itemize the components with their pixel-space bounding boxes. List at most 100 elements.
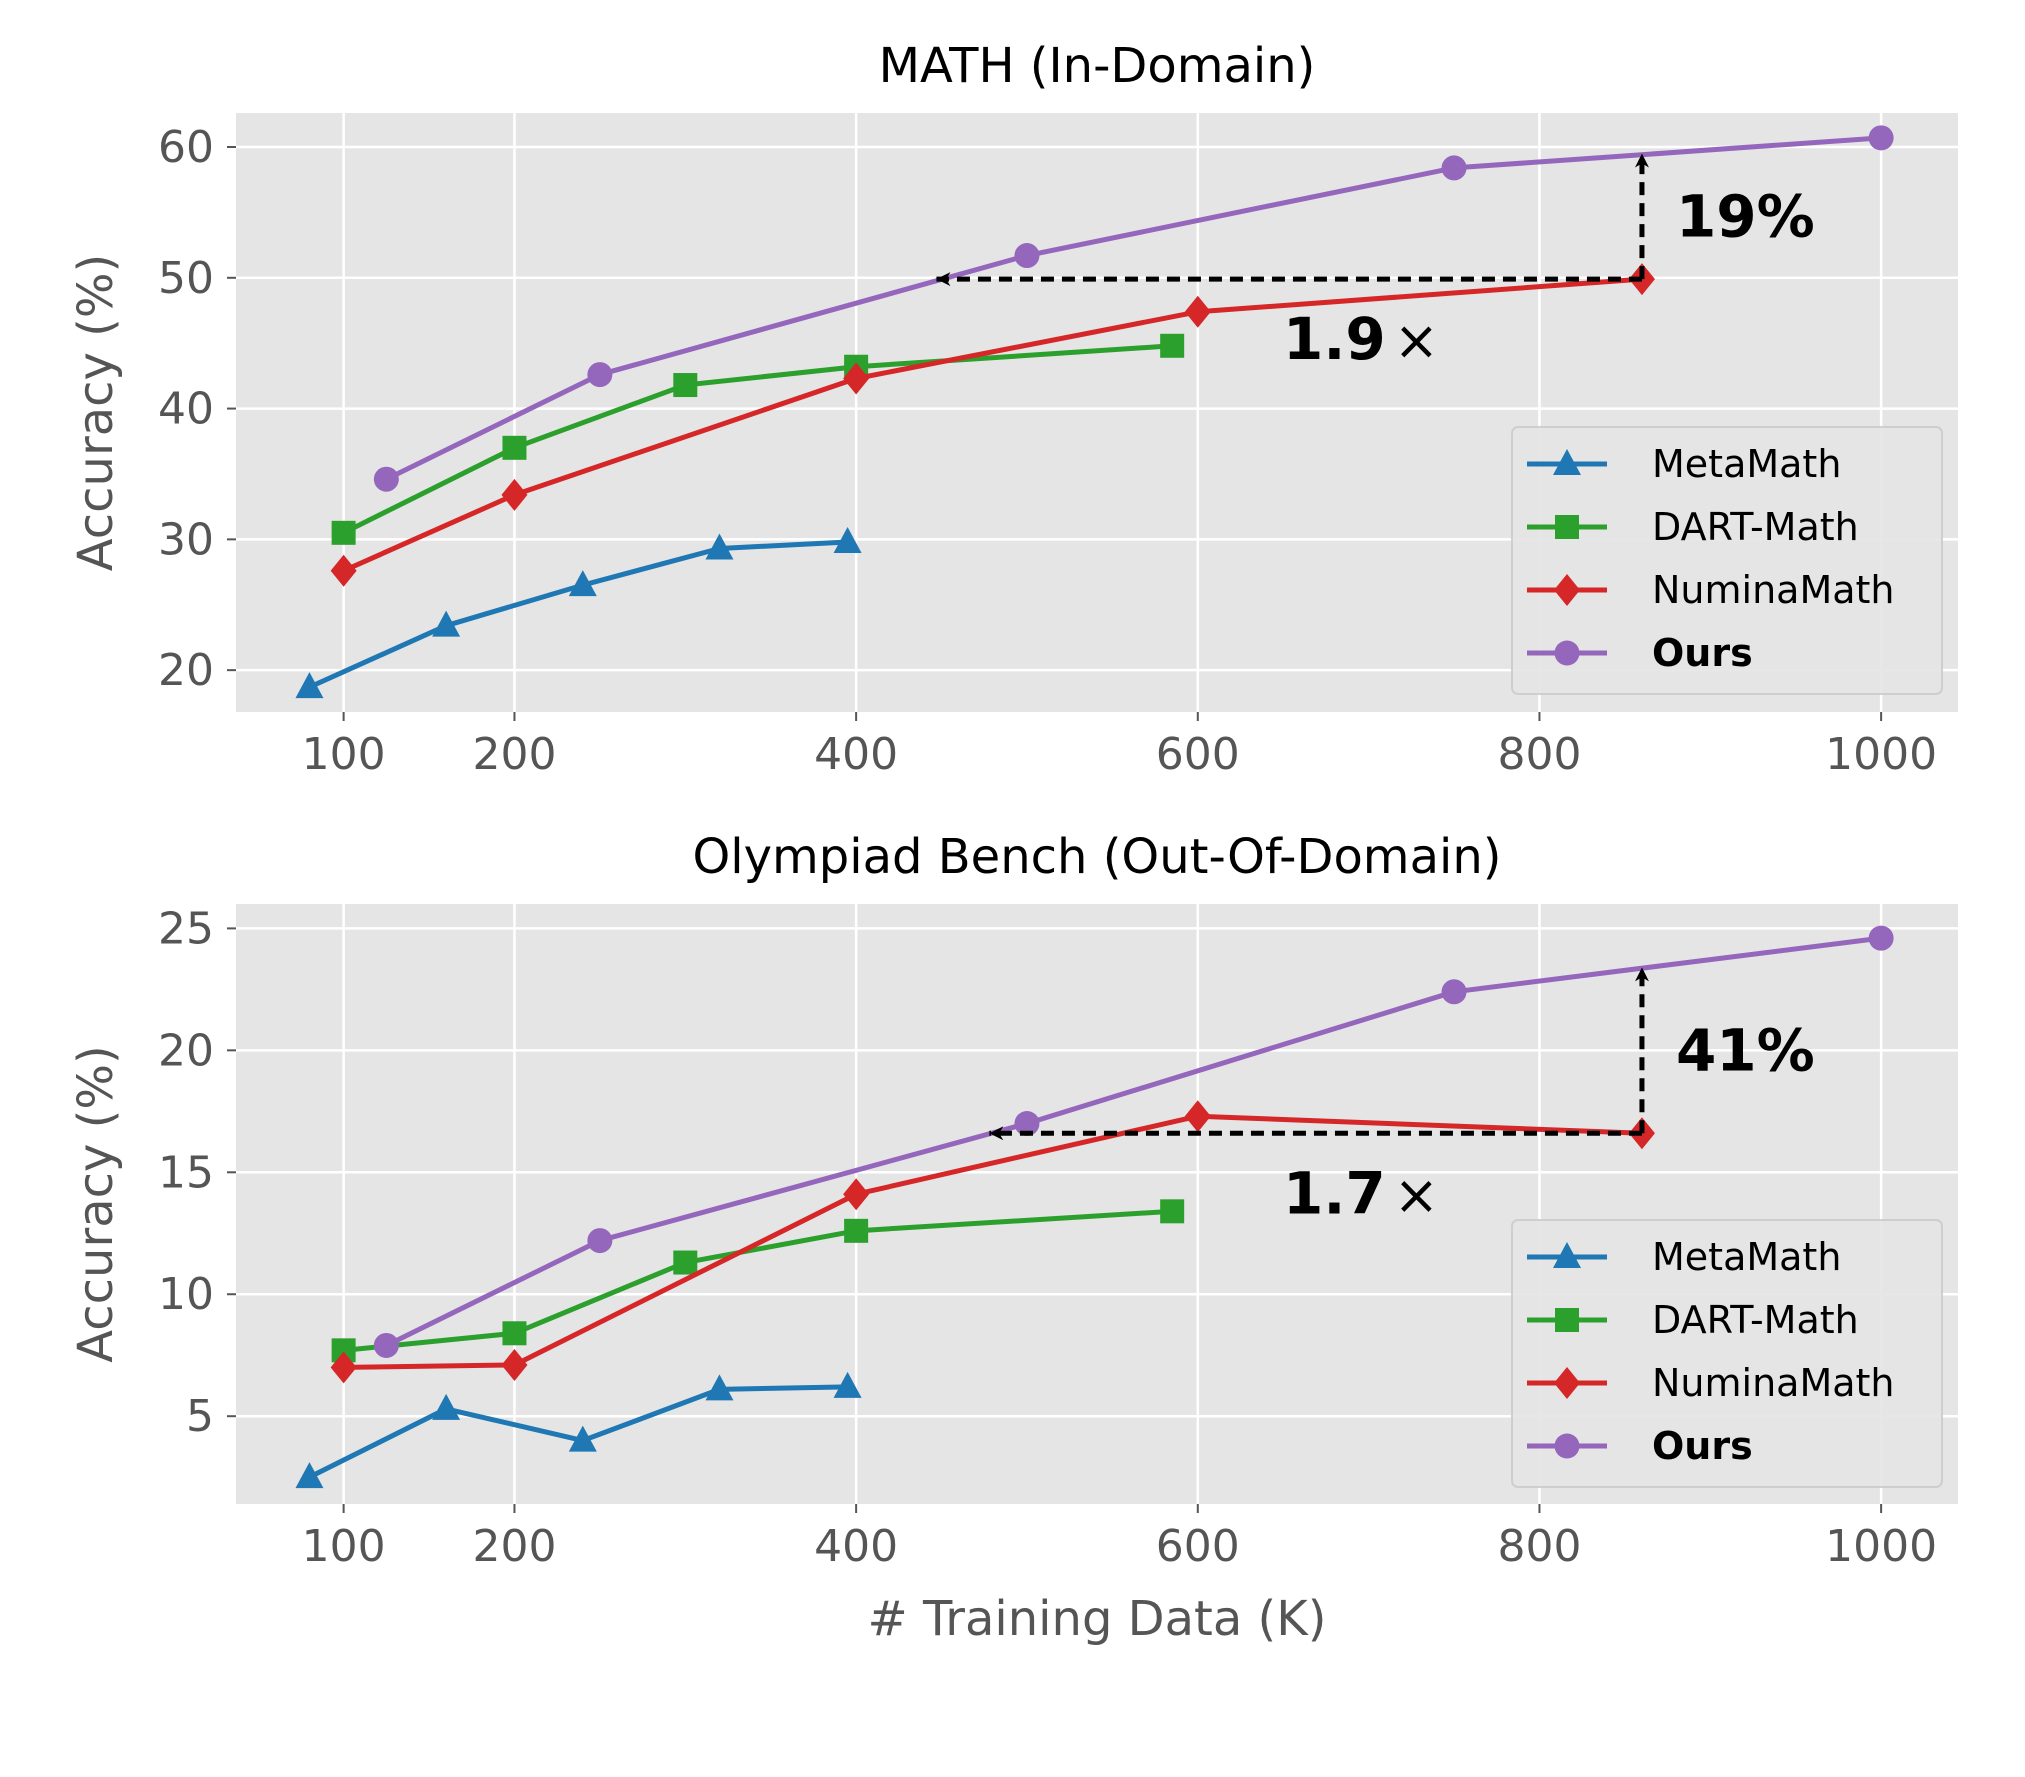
data-point <box>844 1218 869 1243</box>
data-point <box>502 435 527 460</box>
data-point <box>373 1332 399 1358</box>
x-tick-label: 600 <box>1156 1521 1240 1572</box>
series-metamath <box>295 1371 862 1489</box>
legend-marker <box>1553 1242 1581 1268</box>
data-point <box>432 610 461 637</box>
data-point <box>1184 1100 1211 1133</box>
legend-entry: MetaMath <box>1527 1235 1841 1279</box>
legend-marker <box>1555 515 1579 539</box>
times-symbol: × <box>1394 309 1439 372</box>
legend-box <box>1511 1219 1943 1488</box>
x-axis-label: # Training Data (K) <box>868 1591 1327 1647</box>
gain-label: 19% <box>1676 182 1815 250</box>
series-ours <box>373 925 1894 1358</box>
data-point <box>833 1371 862 1398</box>
series-numinamath <box>330 1100 1655 1384</box>
data-point <box>1160 1199 1185 1224</box>
x-tick-label: 1000 <box>1825 729 1937 780</box>
annotation: 19% <box>1634 153 1815 280</box>
series-ours <box>373 125 1894 492</box>
y-tick-label: 15 <box>158 1147 214 1198</box>
data-point <box>502 1321 527 1346</box>
data-point <box>1014 1111 1040 1137</box>
x-tick-label: 200 <box>472 729 556 780</box>
data-point <box>1868 925 1894 951</box>
legend: MetaMath DART-Math NuminaMath Ours <box>1511 426 1943 695</box>
legend-entry: MetaMath <box>1527 442 1841 486</box>
legend-label: NuminaMath <box>1652 1361 1895 1405</box>
legend-entry: DART-Math <box>1527 505 1859 549</box>
data-point <box>1868 125 1894 151</box>
legend-marker <box>1554 1433 1580 1459</box>
x-tick-label: 100 <box>302 1521 386 1572</box>
data-point <box>1014 243 1040 269</box>
x-tick-label: 400 <box>814 729 898 780</box>
data-point <box>673 373 698 398</box>
legend-marker <box>1554 640 1580 666</box>
data-point <box>843 1178 870 1211</box>
legend-label: NuminaMath <box>1652 568 1895 612</box>
data-point <box>705 1374 734 1401</box>
y-tick-label: 40 <box>158 384 214 435</box>
data-point <box>568 1425 597 1452</box>
legend-entry: Ours <box>1527 1424 1753 1468</box>
data-point <box>295 672 324 699</box>
data-point <box>501 1348 528 1381</box>
series-metamath <box>295 526 862 699</box>
data-point <box>587 362 613 388</box>
legend-entry: DART-Math <box>1527 1298 1859 1342</box>
efficiency-label: 1.7 × <box>1283 1159 1439 1227</box>
data-point <box>587 1228 613 1254</box>
data-point <box>705 533 734 560</box>
legend-marker <box>1554 574 1580 606</box>
legend: MetaMath DART-Math NuminaMath Ours <box>1511 1219 1943 1488</box>
chart-panel-1: 100 200 400 600 800 1000 20 30 40 50 60 MATH (In-Do… <box>68 38 1958 780</box>
x-tick-label: 800 <box>1497 1521 1581 1572</box>
series-dart-math <box>331 1199 1185 1363</box>
y-tick-label: 5 <box>186 1391 214 1442</box>
legend-label: Ours <box>1652 631 1753 675</box>
efficiency-label: 1.9 × <box>1283 305 1439 373</box>
data-point <box>501 478 528 511</box>
data-point <box>843 362 870 395</box>
annotation: 1.9 × <box>936 272 1642 373</box>
legend-entry: NuminaMath <box>1527 568 1895 612</box>
annotation: 1.7 × <box>989 1126 1642 1227</box>
y-tick-label: 20 <box>158 645 214 696</box>
legend-label: DART-Math <box>1652 505 1859 549</box>
legend-marker <box>1554 1367 1580 1399</box>
legend-box <box>1511 426 1943 695</box>
y-tick-label: 10 <box>158 1269 214 1320</box>
y-tick-label: 30 <box>158 514 214 565</box>
y-tick-label: 25 <box>158 903 214 954</box>
efficiency-value: 1.7 <box>1283 1159 1386 1227</box>
data-point <box>330 1351 357 1384</box>
legend-label: DART-Math <box>1652 1298 1859 1342</box>
data-point <box>295 1462 324 1489</box>
y-axis-label: Accuracy (%) <box>68 1045 124 1362</box>
times-symbol: × <box>1394 1163 1439 1226</box>
chart-title: MATH (In-Domain) <box>879 38 1316 94</box>
data-point <box>568 570 597 597</box>
data-point <box>833 526 862 553</box>
annotation: 41% <box>1634 967 1815 1134</box>
legend-marker <box>1555 1308 1579 1332</box>
y-tick-label: 20 <box>158 1025 214 1076</box>
x-tick-label: 600 <box>1156 729 1240 780</box>
chart-title: Olympiad Bench (Out-Of-Domain) <box>693 829 1502 885</box>
data-point <box>331 520 356 545</box>
data-point <box>432 1393 461 1420</box>
y-tick-label: 60 <box>158 122 214 173</box>
data-point <box>1160 333 1185 358</box>
data-point <box>330 554 357 587</box>
y-axis-label: Accuracy (%) <box>68 254 124 571</box>
data-point <box>1441 979 1467 1005</box>
x-tick-label: 800 <box>1497 729 1581 780</box>
data-point <box>1184 295 1211 328</box>
x-tick-label: 100 <box>302 729 386 780</box>
chart-panel-2: 100 200 400 600 800 1000 5 10 15 20 25 Olympiad Ben… <box>68 829 1958 1647</box>
x-tick-label: 200 <box>472 1521 556 1572</box>
x-tick-label: 400 <box>814 1521 898 1572</box>
x-tick-label: 1000 <box>1825 1521 1937 1572</box>
